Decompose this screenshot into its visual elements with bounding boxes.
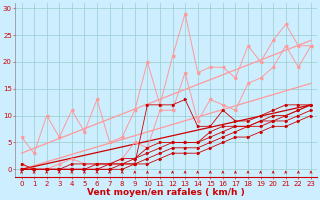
- X-axis label: Vent moyen/en rafales ( km/h ): Vent moyen/en rafales ( km/h ): [87, 188, 245, 197]
